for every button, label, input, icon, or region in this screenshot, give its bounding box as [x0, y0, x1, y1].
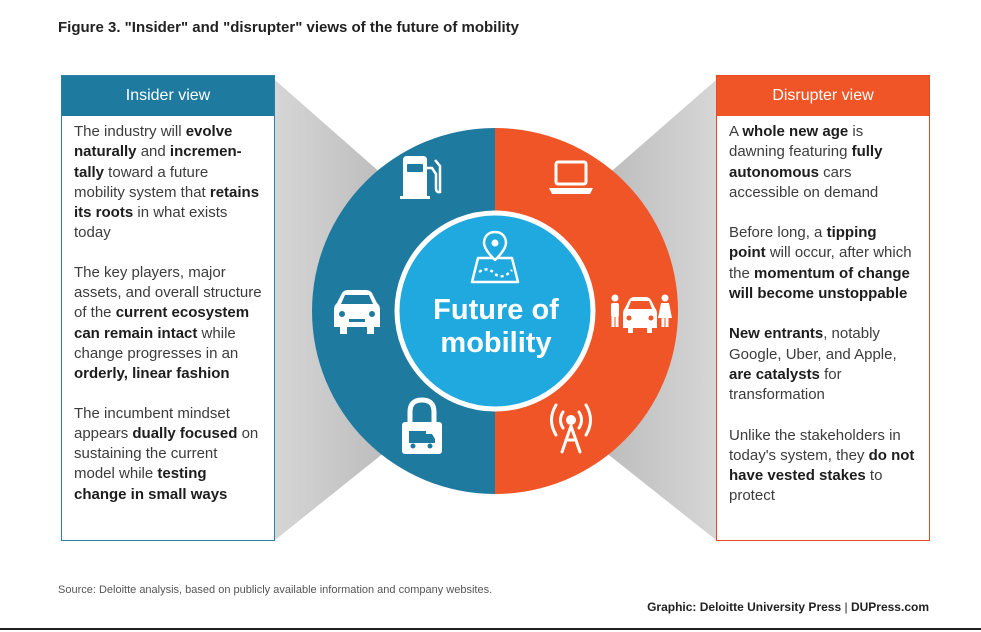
text-run: The industry will: [74, 123, 186, 140]
text-run: will occur, after which the: [729, 244, 912, 282]
bold-phrase: testing change in small ways: [74, 465, 228, 503]
text-run: on sustaining the current model while: [74, 424, 259, 483]
rideshare-icon: [611, 294, 672, 333]
bottom-rule: [0, 628, 981, 630]
center-circle: [394, 210, 596, 412]
map-pin-icon: [470, 230, 520, 284]
insider-paragraph: The industry will evolve naturally and i…: [74, 122, 262, 244]
bold-phrase: evolve naturally: [74, 123, 233, 161]
disrupter-paragraph: New entrants, notably Google, Uber, and …: [729, 324, 917, 405]
bold-phrase: do not have vested stakes: [729, 446, 915, 485]
text-run: to protect: [729, 467, 883, 505]
text-run: A: [729, 123, 743, 140]
bold-phrase: momentum of change will become unstoppab…: [729, 264, 910, 303]
bold-phrase: New entrants: [729, 325, 824, 343]
text-run: cars accessible on demand: [729, 163, 879, 201]
disrupter-view-panel: Disrupter view A whole new age is dawnin…: [716, 75, 930, 541]
insider-paragraph: The incumbent mindset appears dually foc…: [74, 404, 262, 505]
bold-phrase: retains its roots: [74, 183, 260, 222]
bold-phrase: fully autonomous: [729, 143, 883, 181]
truck-lock-icon: [402, 397, 442, 454]
disrupter-paragraph: Before long, a tipping point will occur,…: [729, 223, 917, 304]
center-label-line1: Future of: [433, 294, 559, 326]
bold-phrase: whole new age: [742, 123, 849, 140]
disrupter-paragraph: Unlike the stakeholders in today's syste…: [729, 426, 917, 507]
text-run: The key players, major assets, and overa…: [74, 263, 262, 322]
disrupter-view-body: A whole new age is dawning featuring ful…: [717, 116, 929, 507]
source-note: Source: Deloitte analysis, based on publ…: [58, 584, 493, 596]
bold-phrase: current ecosystem can remain intact: [74, 304, 250, 342]
antenna-icon: [550, 403, 592, 454]
graphic-credit: Graphic: Deloitte University Press | DUP…: [647, 600, 929, 614]
fuel-pump-icon: [400, 156, 442, 199]
text-run: is dawning featuring: [729, 123, 864, 161]
text-run: in what exists today: [74, 204, 228, 242]
text-run: Unlike the stakeholders in today's syste…: [729, 426, 901, 464]
bold-phrase: are catalysts: [729, 365, 820, 383]
text-run: toward a future mobility system that: [74, 163, 210, 201]
car-icon: [334, 290, 380, 334]
text-run: and: [136, 143, 170, 161]
center-label-line2: mobility: [440, 327, 551, 359]
bold-phrase: orderly, linear fashion: [74, 365, 230, 383]
bold-phrase: incremen-tally: [74, 143, 242, 181]
disrupter-paragraph: A whole new age is dawning featuring ful…: [729, 122, 917, 203]
insider-paragraph: The key players, major assets, and overa…: [74, 263, 262, 385]
credit-site: DUPress.com: [850, 600, 929, 614]
figure-title: Figure 3. "Insider" and "disrupter" view…: [58, 19, 520, 36]
bold-phrase: tipping point: [729, 224, 877, 262]
text-run: for transformation: [729, 365, 842, 404]
insider-view-panel: Insider view The industry will evolve na…: [61, 75, 275, 541]
insider-view-body: The industry will evolve naturally and i…: [62, 116, 274, 505]
credit-label: Graphic: Deloitte University Press: [647, 600, 842, 614]
text-run: The incumbent mindset appears: [74, 404, 230, 442]
text-run: Before long, a: [729, 224, 827, 242]
laptop-icon: [549, 160, 593, 194]
credit-separator: |: [844, 600, 848, 614]
insider-view-heading: Insider view: [62, 76, 274, 116]
text-run: while change progresses in an: [74, 324, 239, 362]
text-run: , notably Google, Uber, and Apple,: [729, 325, 897, 363]
bold-phrase: dually focused: [132, 424, 238, 442]
disrupter-view-heading: Disrupter view: [717, 76, 929, 116]
